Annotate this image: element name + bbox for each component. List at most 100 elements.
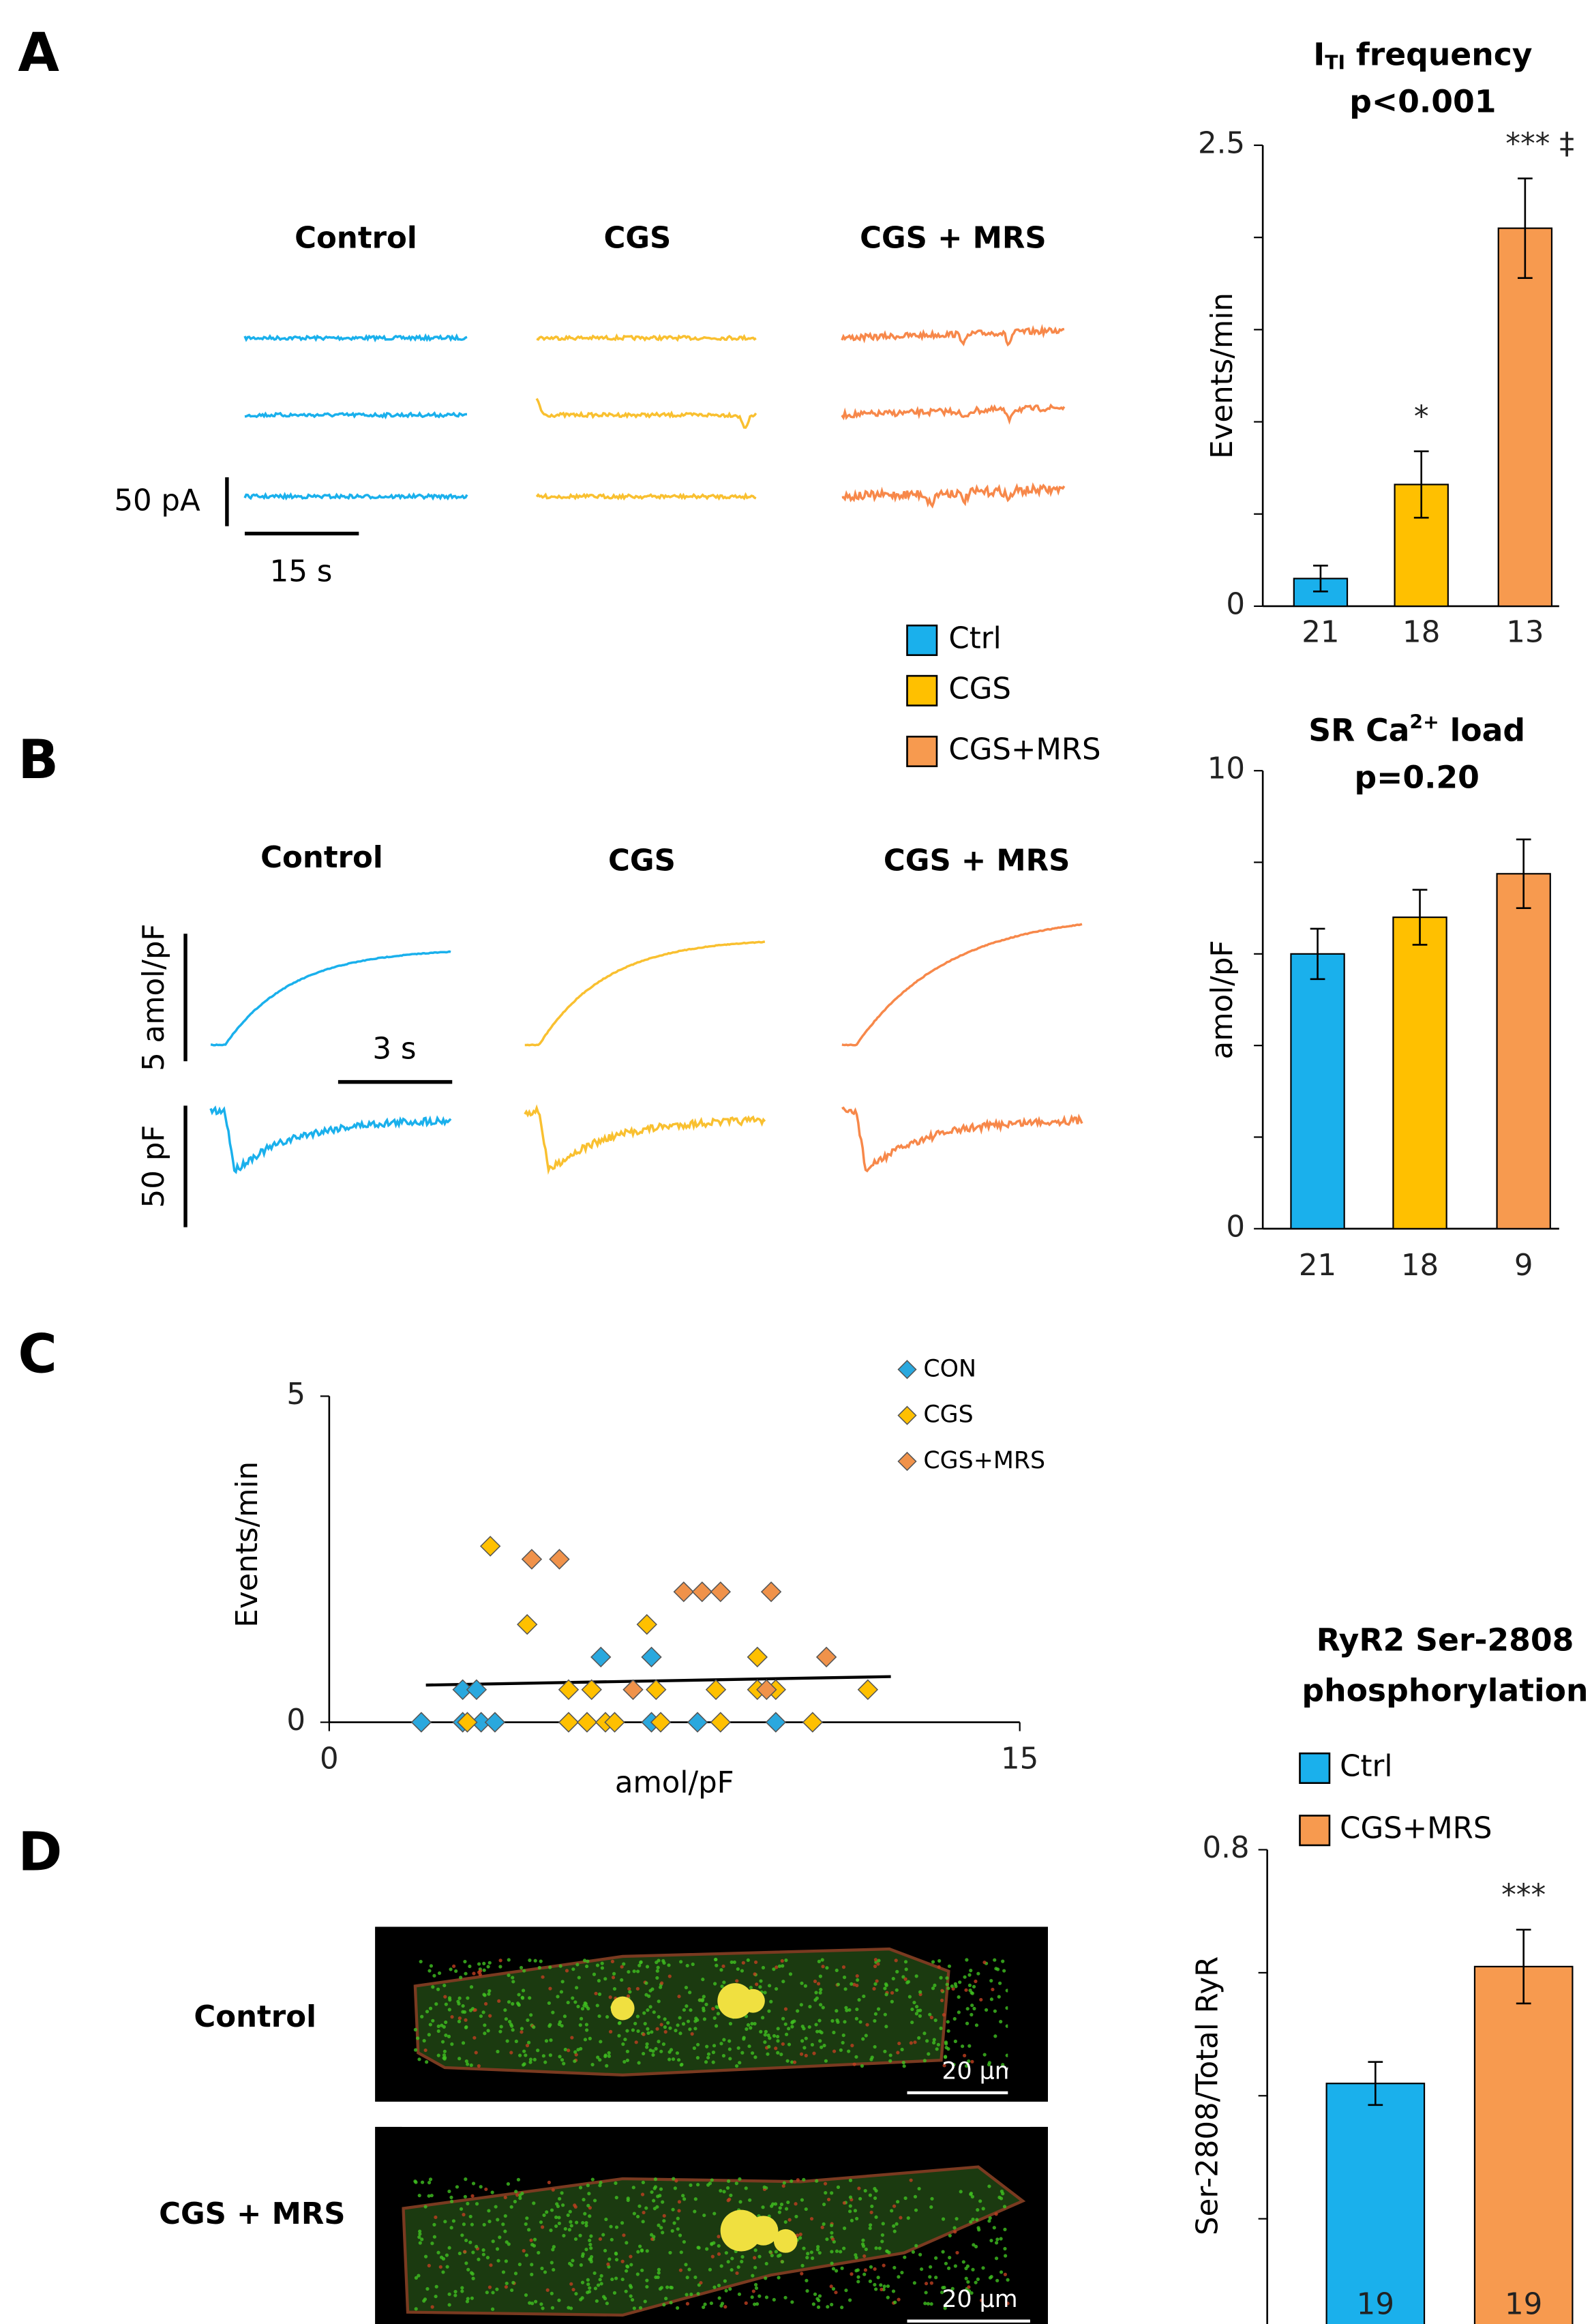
striation bbox=[787, 2218, 792, 2222]
striation bbox=[993, 2034, 997, 2038]
striation bbox=[469, 2063, 473, 2068]
striation bbox=[688, 2027, 692, 2031]
striation bbox=[652, 2010, 656, 2014]
striation bbox=[872, 1986, 876, 1991]
striation bbox=[509, 2051, 513, 2055]
striation bbox=[668, 2250, 672, 2255]
striation bbox=[558, 2055, 562, 2059]
point bbox=[705, 1679, 727, 1700]
striation bbox=[522, 1969, 526, 1973]
striation bbox=[714, 2024, 719, 2028]
striation bbox=[588, 2286, 592, 2290]
striation bbox=[936, 2042, 940, 2046]
striation bbox=[687, 2267, 691, 2271]
legend-marker bbox=[897, 1405, 917, 1425]
striation bbox=[545, 2210, 549, 2214]
striation bbox=[836, 1982, 841, 1986]
striation bbox=[562, 2233, 566, 2238]
striation bbox=[648, 2048, 652, 2053]
striation bbox=[800, 2198, 805, 2202]
striation bbox=[970, 2003, 974, 2008]
striation bbox=[563, 2226, 567, 2231]
striation bbox=[832, 2049, 837, 2053]
trace bbox=[209, 1105, 452, 1174]
striation bbox=[862, 2272, 867, 2276]
striation bbox=[730, 2256, 734, 2261]
striation bbox=[640, 2249, 644, 2253]
striation bbox=[772, 2034, 777, 2038]
striation bbox=[560, 2191, 564, 2195]
point bbox=[581, 1679, 602, 1700]
striation bbox=[625, 2269, 629, 2273]
striation bbox=[989, 1997, 994, 2001]
striation bbox=[967, 2289, 972, 2293]
striation bbox=[514, 2039, 518, 2044]
striation bbox=[722, 2038, 726, 2042]
striation bbox=[855, 2007, 859, 2012]
striation bbox=[906, 1980, 911, 1984]
mask bbox=[375, 2101, 1048, 2127]
striation bbox=[522, 2049, 526, 2053]
striation bbox=[414, 2180, 418, 2184]
striation bbox=[637, 2061, 641, 2065]
striation bbox=[831, 2267, 836, 2271]
striation bbox=[884, 1983, 888, 1987]
striation bbox=[525, 2043, 530, 2048]
striation bbox=[802, 2027, 806, 2031]
striation bbox=[598, 2278, 602, 2282]
striation bbox=[464, 2025, 468, 2029]
striation bbox=[527, 2040, 531, 2044]
striation bbox=[517, 2263, 522, 2267]
striation bbox=[999, 2020, 1003, 2024]
point bbox=[410, 1712, 432, 1733]
striation bbox=[653, 2185, 658, 2189]
striation bbox=[816, 2305, 821, 2309]
striation bbox=[520, 2191, 524, 2196]
striation bbox=[612, 2291, 617, 2295]
striation bbox=[989, 2275, 993, 2279]
y-tick-label: 2.5 bbox=[1198, 126, 1245, 160]
striation bbox=[740, 2051, 745, 2055]
striation bbox=[891, 1976, 895, 1981]
striation bbox=[667, 1963, 671, 1967]
striation bbox=[606, 2262, 610, 2267]
panel-letter: A bbox=[18, 22, 59, 84]
striation bbox=[923, 2301, 927, 2306]
striation bbox=[929, 2015, 933, 2020]
striation bbox=[442, 1983, 447, 1988]
striation bbox=[487, 2285, 492, 2289]
striation bbox=[780, 1958, 784, 1963]
striation bbox=[487, 1992, 491, 1996]
striation bbox=[656, 1965, 660, 1969]
striation bbox=[477, 2257, 481, 2261]
striation bbox=[489, 2263, 493, 2267]
striation bbox=[570, 2036, 574, 2040]
striation bbox=[967, 2044, 972, 2048]
striation bbox=[772, 1967, 776, 1971]
error-bar bbox=[1517, 177, 1533, 279]
y-axis-label: amol/pF bbox=[1205, 940, 1240, 1060]
point bbox=[815, 1646, 837, 1668]
point bbox=[479, 1536, 501, 1557]
striation bbox=[513, 2199, 517, 2204]
striation bbox=[914, 1974, 918, 1978]
striation bbox=[873, 1958, 878, 1962]
striation bbox=[635, 1969, 640, 1973]
striation bbox=[760, 2016, 765, 2020]
striation bbox=[676, 2227, 680, 2231]
striation bbox=[635, 2272, 640, 2276]
striation bbox=[724, 2251, 728, 2255]
striation bbox=[517, 2053, 522, 2057]
striation bbox=[706, 2055, 710, 2060]
striation bbox=[428, 2177, 433, 2181]
striation bbox=[946, 2020, 950, 2024]
striation bbox=[560, 2058, 565, 2062]
striation bbox=[532, 2025, 536, 2029]
striation bbox=[657, 2271, 661, 2275]
point bbox=[558, 1679, 580, 1700]
striation bbox=[654, 2046, 658, 2051]
x-tick-label: 15 bbox=[1001, 1742, 1038, 1776]
bar bbox=[1497, 227, 1553, 608]
striation bbox=[728, 2057, 732, 2061]
striation bbox=[814, 1991, 818, 1995]
